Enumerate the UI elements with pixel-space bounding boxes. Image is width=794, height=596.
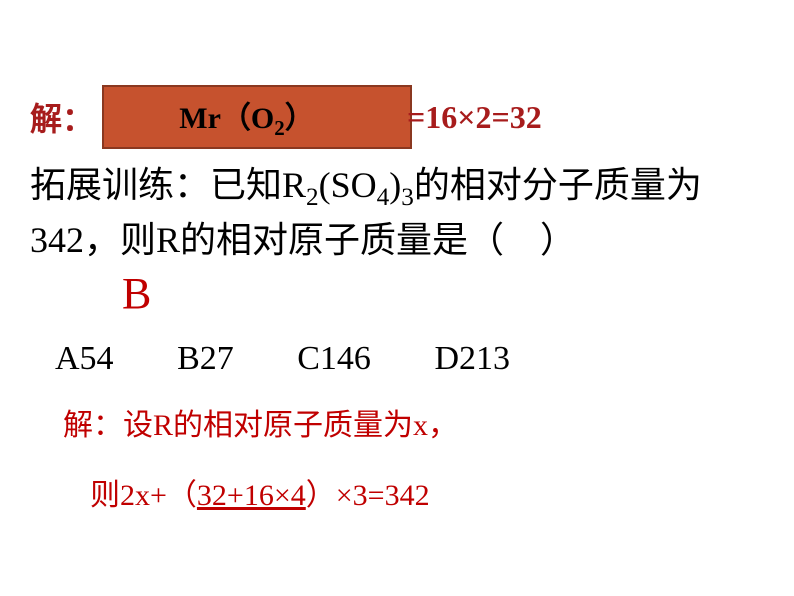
question-prefix: 拓展训练：已知R: [30, 165, 306, 205]
question-text: 拓展训练：已知R2(SO4)3的相对分子质量为342，则R的相对原子质量是（ ）: [30, 160, 764, 266]
solution-line1: 解：设R的相对原子质量为x，: [63, 400, 458, 444]
question-sub3: 3: [401, 184, 414, 211]
solution-line2-prefix: 则2x+（: [90, 479, 197, 512]
answer-letter: B: [122, 268, 151, 319]
mr-text-prefix: Mr（O: [179, 102, 274, 135]
mr-text-suffix: ）: [285, 102, 315, 135]
mr-formula-box: Mr（O2）: [102, 85, 412, 149]
question-mid1: (SO: [319, 165, 377, 205]
mr-subscript: 2: [274, 116, 285, 140]
solution-header-line: 解： Mr（O2） =16×2=32: [30, 85, 542, 149]
solution-line2-suffix: ）×3=342: [306, 479, 430, 512]
mr-result: =16×2=32: [407, 99, 542, 136]
solution-line2-underline: 32+16×4: [197, 479, 306, 512]
question-sub2: 4: [377, 184, 390, 211]
option-a: A54: [55, 340, 114, 377]
option-c: C146: [297, 340, 371, 377]
option-d: D213: [434, 340, 510, 377]
options-row: A54 B27 C146 D213: [55, 340, 565, 378]
solution-label: 解：: [30, 94, 94, 140]
question-mid2: ): [389, 165, 401, 205]
slide-content: 解： Mr（O2） =16×2=32 拓展训练：已知R2(SO4)3的相对分子质…: [0, 0, 794, 110]
solution-line2: 则2x+（32+16×4）×3=342: [90, 470, 430, 514]
option-b: B27: [177, 340, 234, 377]
question-sub1: 2: [306, 184, 319, 211]
